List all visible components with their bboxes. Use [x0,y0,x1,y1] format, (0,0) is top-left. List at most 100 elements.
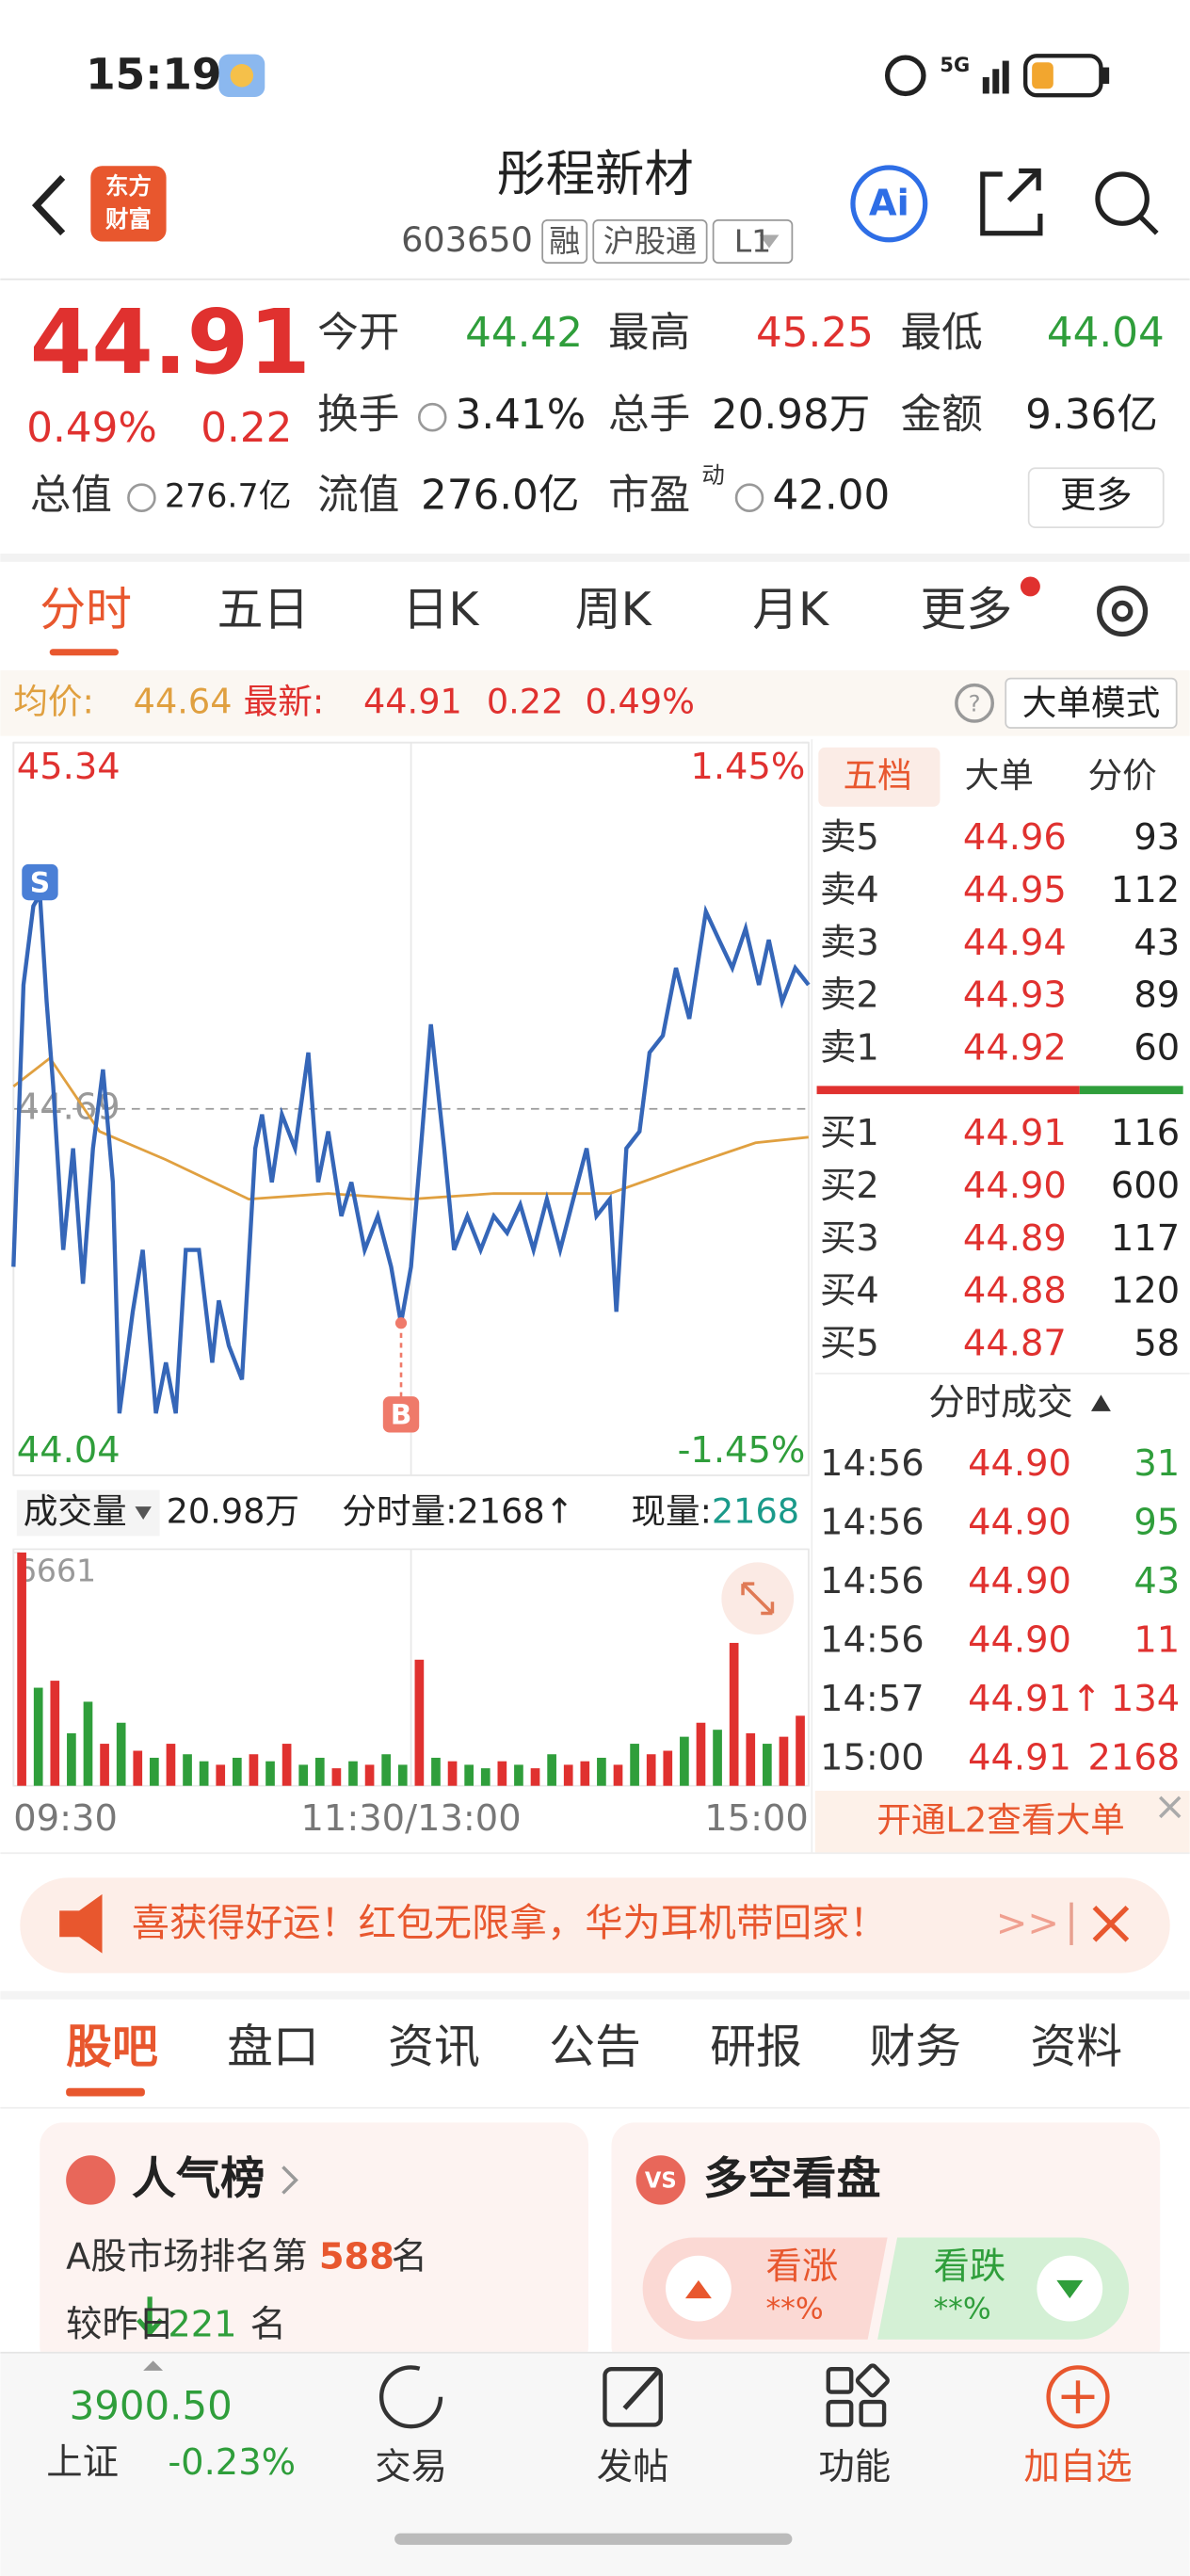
down-arrow [136,2296,164,2337]
close-l2[interactable] [1159,1795,1182,1819]
book-tab[interactable]: 分价 [1087,755,1156,796]
chart-tab[interactable]: 周K [575,583,653,636]
field-label: 总值 [30,473,112,520]
l2-banner[interactable] [814,1790,1190,1854]
volume-bar [232,1757,242,1786]
field-value: 45.25 [756,310,874,357]
trade-time: 14:56 [820,1501,925,1543]
stock-code: 603650 [401,219,533,260]
volume-bar [381,1754,392,1786]
book-volume: 89 [1134,974,1180,1017]
section-tab[interactable]: 资料 [1030,2021,1122,2074]
section-tab[interactable]: 资讯 [388,2021,480,2074]
help-icon[interactable] [955,683,995,723]
card-title: 多空看盘 [703,2153,880,2205]
status-icons: 5G [218,54,1110,98]
book-tab[interactable]: 五档 [843,755,911,796]
nav-icons [378,2363,1110,2429]
up-value: **% [765,2292,823,2326]
up-label: 看涨 [765,2246,838,2288]
field-value: 44.04 [1047,310,1165,357]
settings-icon[interactable] [1097,586,1149,637]
promo-banner[interactable] [20,1877,1170,1973]
dropdown-arrow[interactable] [759,234,780,249]
collapse-arrow[interactable] [1090,1394,1111,1411]
popularity-card[interactable] [40,2122,589,2370]
nav-item[interactable]: 加自选 [1023,2446,1132,2488]
rank-text: A股市场排名第 [66,2236,308,2278]
book-price: 44.95 [963,869,1067,911]
nav-item[interactable]: 发帖 [597,2446,669,2488]
volume-bar [563,1764,573,1786]
volume-bar [464,1764,474,1786]
section-tab[interactable]: 股吧 [66,2021,158,2074]
volume-bar [216,1764,226,1786]
volume-bar [100,1744,109,1786]
mode-label[interactable]: 大单模式 [1022,683,1161,723]
delta-text: 名 [250,2303,286,2345]
nav-item[interactable]: 交易 [375,2446,447,2488]
close-banner[interactable] [1092,1905,1130,1942]
book-volume: 117 [1111,1217,1180,1260]
chart-tab[interactable]: 五日 [217,583,310,636]
volume-bar [265,1761,275,1786]
field-label: 最低 [901,310,983,357]
current-label: 现量: [631,1491,712,1532]
trade-volume: 95 [1134,1501,1180,1543]
chart-tab[interactable]: 日K [403,583,481,636]
x-tick-label: 15:00 [704,1797,809,1840]
home-indicator [394,2533,793,2545]
section-tab[interactable]: 盘口 [227,2021,319,2074]
share-button[interactable] [980,168,1043,236]
section-tab[interactable]: 财务 [869,2021,961,2074]
y-tick-label: 44.69 [17,1086,121,1128]
superscript: 动 [701,461,724,489]
volume-bar [431,1757,441,1786]
chart-tab[interactable]: 月K [752,583,830,636]
down-label: 看跌 [933,2246,1005,2288]
volume-bar [133,1750,143,1786]
volume-bar [348,1761,358,1786]
divider [0,1990,1190,2000]
book-tab[interactable]: 大单 [965,755,1034,796]
volume-bar [729,1642,739,1786]
mode-button[interactable] [1005,677,1178,729]
tag: 融 [549,223,580,260]
l2-link[interactable]: 开通L2查看大单 [876,1800,1124,1841]
volume-bar [779,1736,789,1786]
marker-dot [394,1317,408,1329]
book-price: 44.92 [963,1026,1067,1069]
info: 0.22 [487,681,564,721]
section-tab[interactable]: 研报 [710,2021,802,2074]
chart-tab[interactable]: 分时 [40,583,132,636]
search-button[interactable] [1095,171,1150,226]
banner-text[interactable]: 喜获得好运！红包无限拿，华为耳机带回家！ [132,1902,888,1945]
nav-item[interactable]: 功能 [818,2446,891,2488]
volume-label[interactable]: 成交量 [24,1491,127,1532]
down-icon [1056,2279,1084,2299]
card-icon [66,2155,116,2205]
field-label: 换手 [317,392,399,439]
ai-label: Ai [869,183,909,225]
logo-text: 财富 [105,205,152,233]
chart-tab[interactable]: 更多 [920,583,1012,636]
more-button[interactable] [1027,467,1165,528]
field-label: 总手 [608,392,690,439]
clock: 15:19 [86,50,221,100]
field-value: 276.7亿 [165,478,292,516]
field-label: 今开 [317,310,399,357]
book-price: 44.96 [963,816,1067,859]
more-text[interactable]: 更多 [1060,475,1133,517]
trade-time: 15:00 [820,1736,925,1779]
book-label: 买2 [820,1165,879,1207]
volume-bar [364,1764,375,1786]
banner-more[interactable]: >> [996,1902,1059,1945]
book-price: 44.93 [963,974,1067,1017]
volume-selector[interactable] [16,1489,160,1537]
ai-button[interactable] [850,165,928,243]
volume-bar [613,1764,623,1786]
book-price: 44.94 [963,922,1067,964]
back-button[interactable] [31,175,66,236]
section-tab[interactable]: 公告 [549,2021,641,2074]
